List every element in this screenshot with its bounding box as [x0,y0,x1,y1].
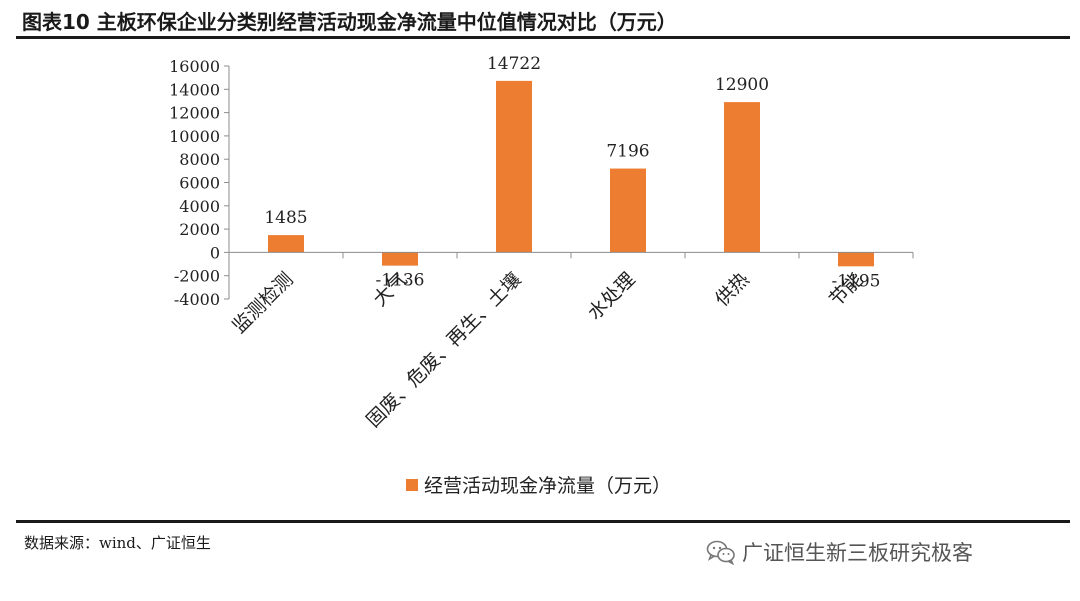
x-category-label: 水处理 [584,268,640,324]
x-category-label: 监测检测 [228,268,297,337]
bar-value-label: 7196 [606,142,649,162]
y-tick-label: 14000 [169,80,220,99]
source-rule [16,520,1070,523]
y-tick-label: 10000 [169,127,220,146]
bar-series [268,80,874,267]
y-tick-label: 4000 [179,197,220,216]
bar-chart: 16000 14000 12000 10000 8000 6000 4000 2000 0 -20… [169,54,914,497]
legend-swatch [406,479,418,491]
watermark-text: 广证恒生新三板研究极客 [742,541,973,565]
bar-value-label: -1136 [375,271,424,291]
y-tick-label: -2000 [174,267,220,286]
y-tick-label: 6000 [179,174,220,193]
bar [382,252,418,266]
bar-value-label: 1485 [264,208,307,228]
y-tick-label: 2000 [179,220,220,239]
bar [610,168,646,253]
y-tick-label: 0 [210,243,220,262]
legend-label: 经营活动现金净流量（万元） [424,475,671,497]
bar [724,102,760,253]
y-axis: 16000 14000 12000 10000 8000 6000 4000 2000 0 -20… [169,57,230,309]
wechat-icon [706,540,735,565]
bar [268,235,304,253]
bar [838,252,874,267]
legend: 经营活动现金净流量（万元） [406,475,671,497]
y-tick-label: 8000 [179,150,220,169]
bar-value-label: -1195 [831,271,880,291]
watermark: 广证恒生新三板研究极客 [706,537,973,567]
figure-title: 图表10 主板环保企业分类别经营活动现金净流量中位值情况对比（万元） [22,10,677,34]
source-note: 数据来源：wind、广证恒生 [24,534,211,552]
title-rule [16,36,1070,39]
bar [496,80,532,253]
y-tick-label: -4000 [174,290,220,309]
bar-value-label: 12900 [715,75,769,95]
y-tick-label: 12000 [169,104,220,123]
x-category-label: 供热 [711,268,753,310]
y-tick-label: 16000 [169,57,220,76]
data-labels: 1485 -1136 14722 7196 12900 -1195 [264,54,880,291]
bar-value-label: 14722 [487,54,541,74]
